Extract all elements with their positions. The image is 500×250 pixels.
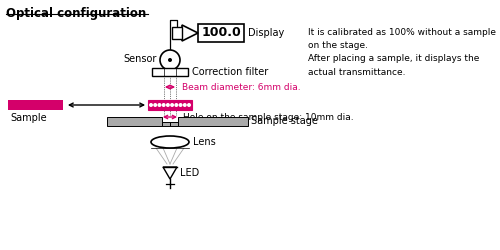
Circle shape — [170, 103, 174, 107]
Circle shape — [166, 103, 170, 107]
Text: Sample stage: Sample stage — [251, 116, 318, 126]
Text: Beam diameter: 6mm dia.: Beam diameter: 6mm dia. — [182, 82, 300, 92]
Bar — [162, 122, 170, 126]
Text: 100.0: 100.0 — [201, 26, 241, 40]
Circle shape — [178, 103, 182, 107]
Text: LED: LED — [180, 168, 199, 178]
Text: Correction filter: Correction filter — [192, 67, 268, 77]
Bar — [170, 122, 178, 126]
Bar — [178, 117, 248, 126]
Circle shape — [187, 103, 191, 107]
Circle shape — [158, 103, 162, 107]
Circle shape — [153, 103, 157, 107]
Text: Lens: Lens — [193, 137, 216, 147]
Text: It is calibrated as 100% without a sample
on the stage.
After placing a sample, : It is calibrated as 100% without a sampl… — [308, 28, 496, 76]
Bar — [152, 68, 188, 76]
Bar — [107, 117, 162, 126]
Text: Sample: Sample — [10, 113, 46, 123]
Ellipse shape — [151, 136, 189, 148]
Circle shape — [168, 58, 172, 62]
Text: Display: Display — [248, 28, 284, 38]
Bar — [198, 24, 244, 42]
Circle shape — [149, 103, 153, 107]
Text: Optical configuration: Optical configuration — [6, 7, 146, 20]
Bar — [172, 27, 182, 39]
Text: Hole on the sample stage: 10mm dia.: Hole on the sample stage: 10mm dia. — [183, 112, 354, 122]
Circle shape — [160, 50, 180, 70]
Bar — [148, 100, 192, 110]
Text: Sensor: Sensor — [124, 54, 157, 64]
Circle shape — [162, 103, 166, 107]
Circle shape — [174, 103, 178, 107]
Bar — [8, 100, 63, 110]
Circle shape — [183, 103, 187, 107]
